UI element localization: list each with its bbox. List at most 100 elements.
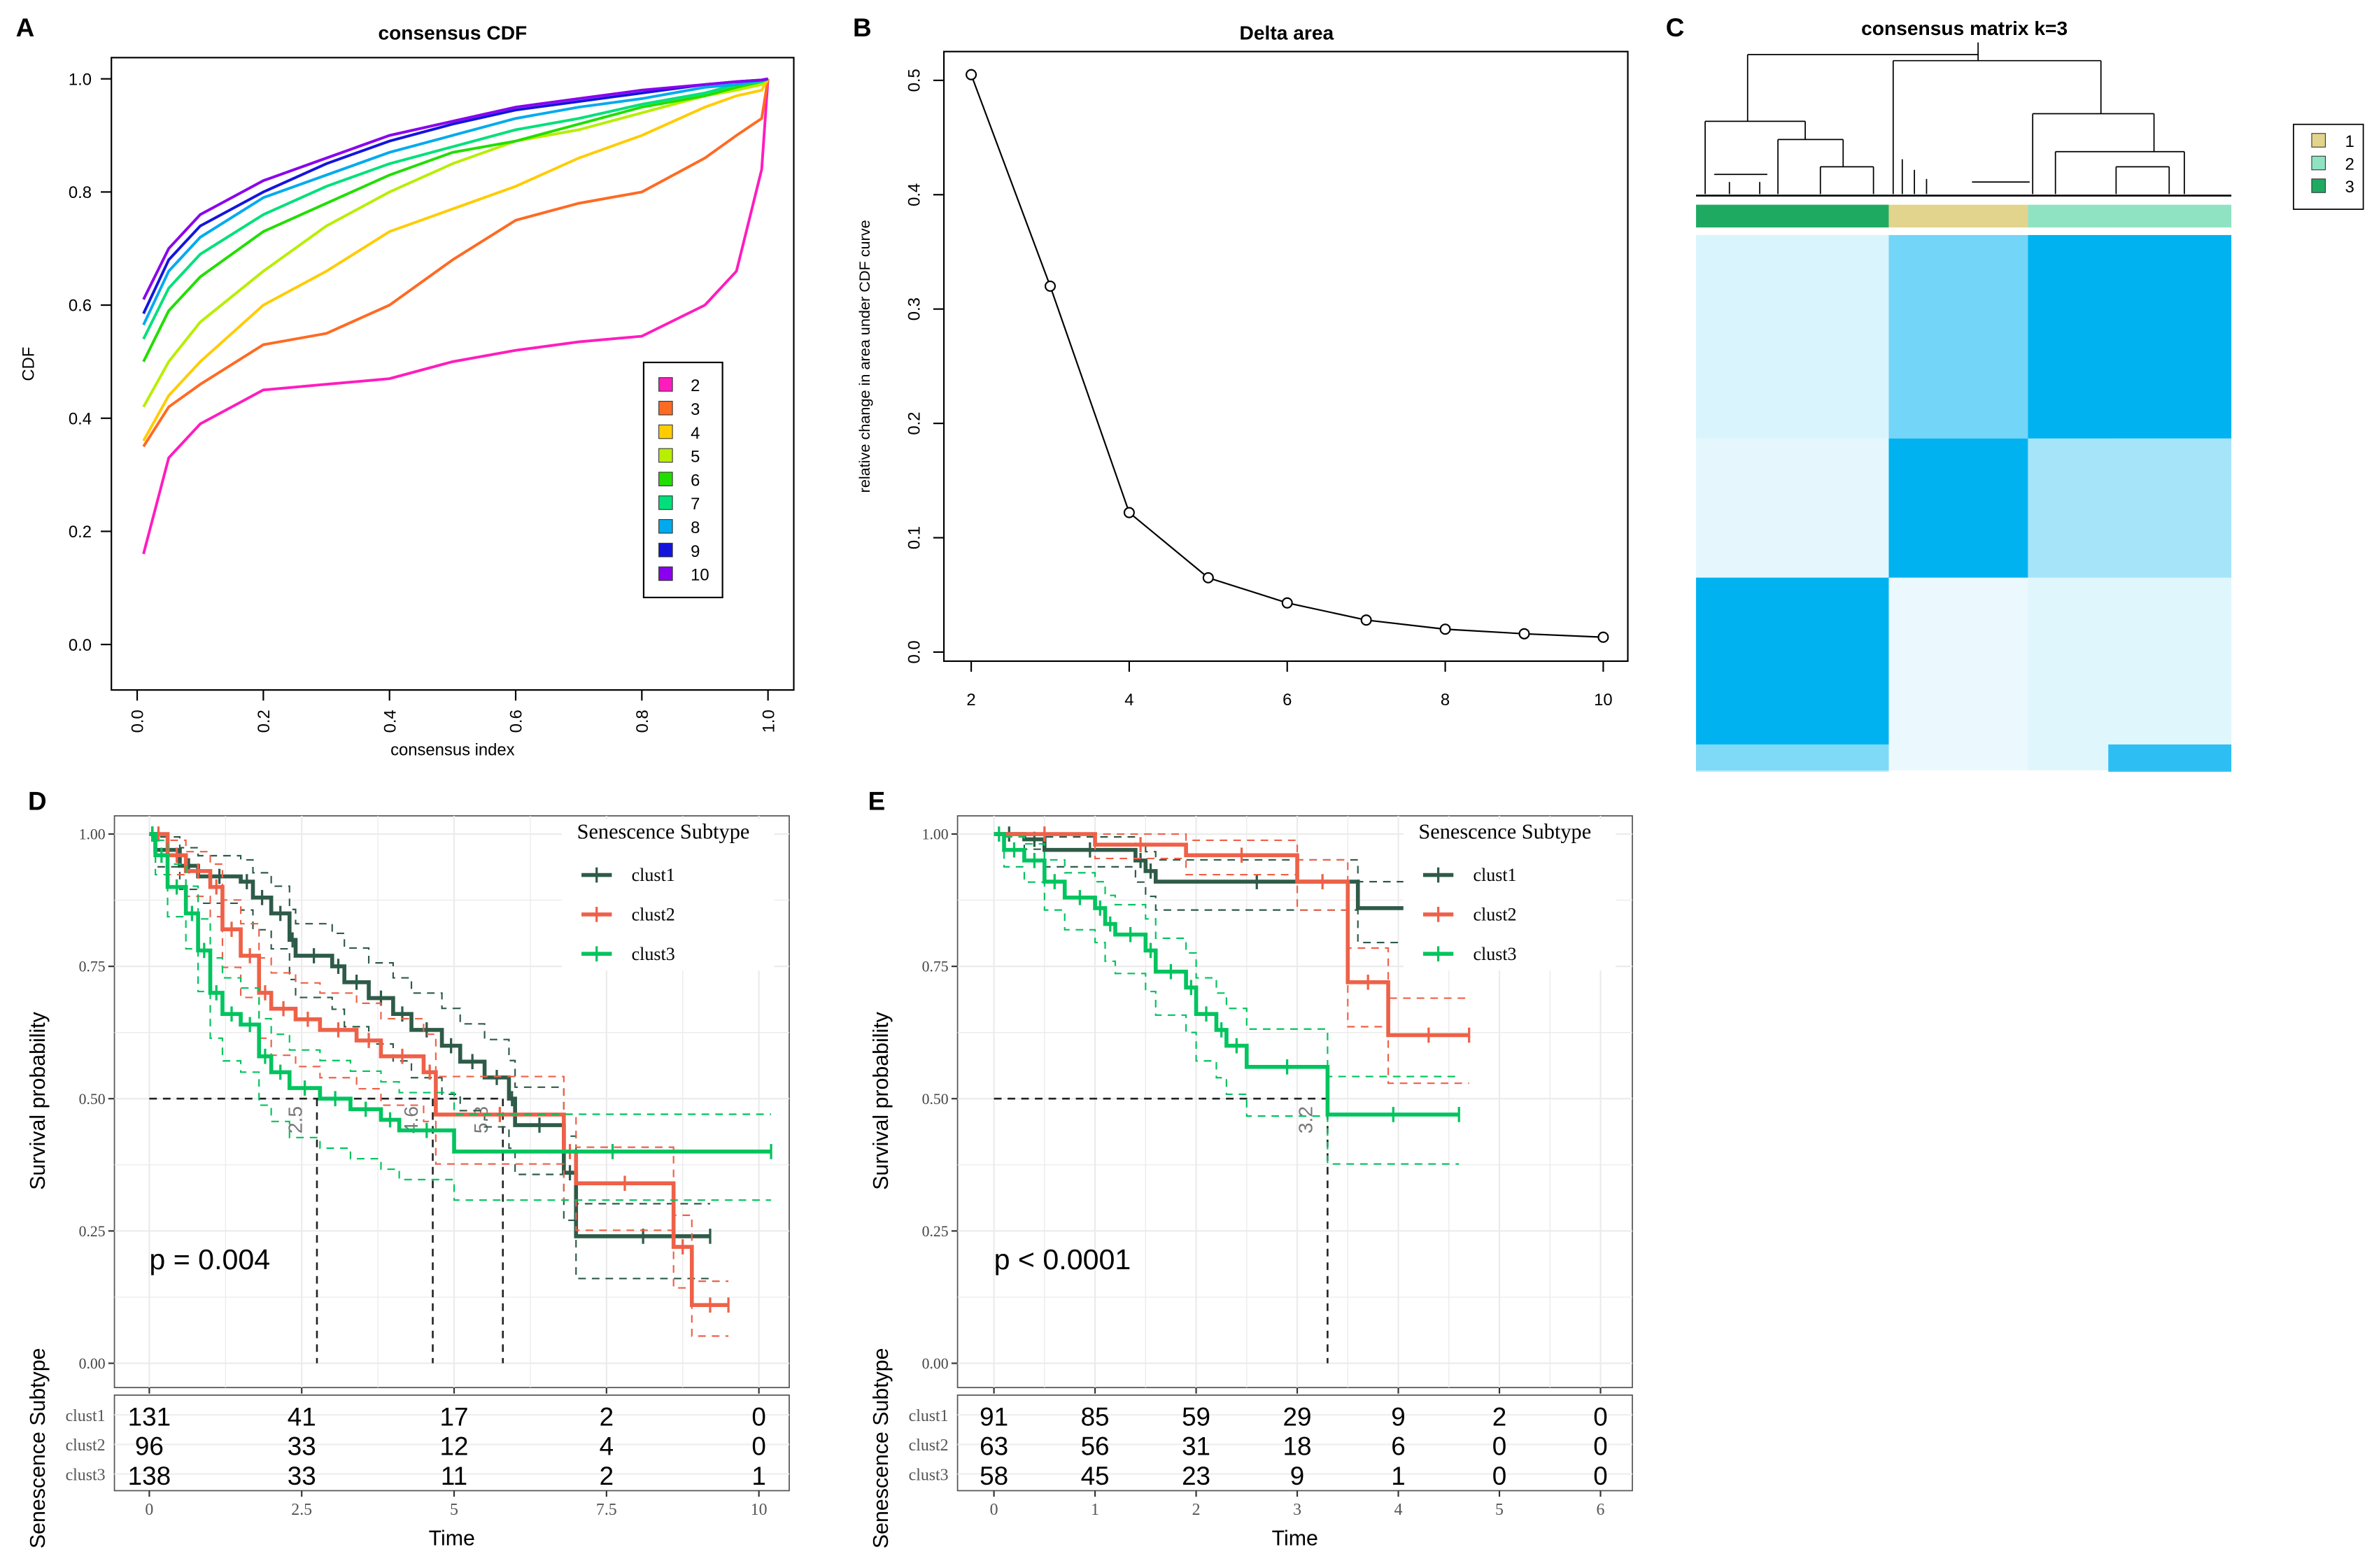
ci-upper-clust1: [149, 833, 710, 1205]
risk-count: 1: [751, 1462, 765, 1490]
y-tick-label: 1.0: [69, 70, 92, 89]
risk-count: 0: [1492, 1462, 1506, 1490]
risk-count: 33: [288, 1462, 316, 1490]
heatmap-subblock: [2108, 744, 2232, 772]
survival-curve-clust2: [149, 832, 729, 1308]
risk-row-label: clust1: [909, 1407, 949, 1425]
cdf-line-k4: [142, 78, 770, 442]
y-tick-label: 0.8: [69, 183, 92, 202]
ci-lower-clust3: [149, 833, 772, 1201]
x-tick-label: 4: [1394, 1501, 1403, 1519]
delta-point: [1597, 631, 1609, 643]
x-axis-label: Time: [1272, 1527, 1318, 1550]
legend-swatch: [658, 377, 673, 392]
legend-swatch: [2311, 178, 2326, 193]
risk-count: 41: [288, 1402, 316, 1431]
legend-title: Senescence Subtype: [1418, 820, 1591, 844]
x-tick-label: 7.5: [596, 1501, 617, 1519]
x-tick-label: 4: [1124, 691, 1133, 709]
risk-count: 2: [600, 1462, 614, 1490]
cdf-line-k8: [142, 77, 769, 326]
cdf-line-k5: [142, 78, 769, 408]
legend-label: 3: [2345, 178, 2354, 197]
dendrogram-branch: [1746, 42, 2102, 195]
risk-count: 11: [441, 1462, 467, 1490]
risk-count: 59: [1182, 1402, 1210, 1431]
x-tick-label: 0.8: [633, 709, 652, 733]
p-value: p < 0.0001: [994, 1243, 1131, 1276]
risk-count: 0: [1593, 1462, 1607, 1490]
heatmap-block: [2028, 577, 2232, 770]
legend-swatch: [2311, 155, 2326, 171]
delta-point: [1281, 597, 1293, 609]
risk-count: 0: [1492, 1432, 1506, 1461]
survival-curve-clust2: [994, 832, 1469, 1038]
panel-b-delta-area: B Delta area 0.0 0.1 0.2 0.3 0.4 0.5 2 4 6 8 10 relat…: [853, 13, 1629, 709]
legend-label: 10: [691, 566, 709, 585]
legend-swatch: [658, 448, 673, 463]
survival-curve-clust3: [149, 832, 772, 1154]
x-tick-label: 0: [145, 1501, 153, 1519]
delta-point: [1360, 614, 1372, 626]
x-tick-label: 0: [990, 1501, 998, 1519]
risk-count: 131: [128, 1402, 171, 1431]
risk-row-label: clust2: [909, 1436, 949, 1455]
legend-label: clust3: [632, 944, 675, 964]
cdf-line-k6: [142, 77, 769, 362]
legend-label: 4: [691, 424, 700, 443]
dendrogram-branch: [1901, 113, 2185, 195]
y-axis-label: CDF: [20, 347, 38, 381]
risk-count: 18: [1283, 1432, 1312, 1461]
x-tick-label: 2: [1192, 1501, 1201, 1519]
median-label: 3.2: [1294, 1106, 1317, 1133]
x-tick-label: 5: [450, 1501, 458, 1519]
risk-count: 9: [1290, 1462, 1304, 1490]
y-tick-label: 0.25: [922, 1223, 949, 1240]
delta-point: [1202, 572, 1214, 584]
y-axis-label: relative change in area under CDF curve: [856, 220, 873, 493]
legend-swatch: [658, 518, 673, 534]
heatmap-block: [1888, 234, 2028, 439]
risk-table-frame: [956, 1394, 1633, 1492]
panel-label: C: [1666, 13, 1685, 42]
x-tick-label: 0.4: [381, 709, 400, 733]
legend-label: 9: [691, 542, 700, 561]
risk-row-label: clust3: [909, 1466, 949, 1484]
legend-label: 7: [691, 495, 700, 514]
y-tick-label: 0.5: [905, 69, 924, 92]
legend-swatch: [658, 472, 673, 486]
legend-label: 2: [691, 376, 700, 395]
plot-frame: [111, 57, 795, 691]
legend-label: clust3: [1473, 944, 1516, 964]
y-tick-label: 0.0: [905, 640, 924, 663]
cdf-line-k2: [142, 78, 770, 555]
y-tick-label: 0.25: [79, 1223, 106, 1240]
risk-row-label: clust1: [66, 1407, 106, 1425]
y-tick-label: 0.4: [69, 409, 92, 428]
x-tick-label: 2: [966, 691, 975, 709]
ci-lower-clust2: [149, 833, 729, 1337]
risk-count: 45: [1081, 1462, 1110, 1490]
risk-count: 0: [751, 1432, 765, 1461]
x-tick-label: 6: [1283, 691, 1292, 709]
x-tick-label: 10: [751, 1501, 768, 1519]
heatmap-subblock: [1696, 744, 1889, 772]
risk-count: 0: [751, 1402, 765, 1431]
risk-count: 63: [980, 1432, 1008, 1461]
risk-count: 2: [600, 1402, 614, 1431]
x-tick-label: 0.2: [255, 709, 274, 733]
cluster-annotation-3: [1696, 204, 1889, 228]
risk-count: 31: [1182, 1432, 1210, 1461]
heatmap-block: [1696, 438, 1889, 578]
delta-point: [966, 69, 977, 80]
cdf-line-k3: [142, 78, 770, 448]
legend-label: 1: [2345, 132, 2354, 151]
risk-count: 4: [600, 1432, 614, 1461]
y-tick-label: 0.75: [922, 959, 949, 975]
risk-count: 56: [1081, 1432, 1110, 1461]
x-axis-label: consensus index: [390, 740, 515, 759]
delta-point: [1518, 628, 1530, 640]
y-tick-label: 0.1: [905, 526, 924, 549]
